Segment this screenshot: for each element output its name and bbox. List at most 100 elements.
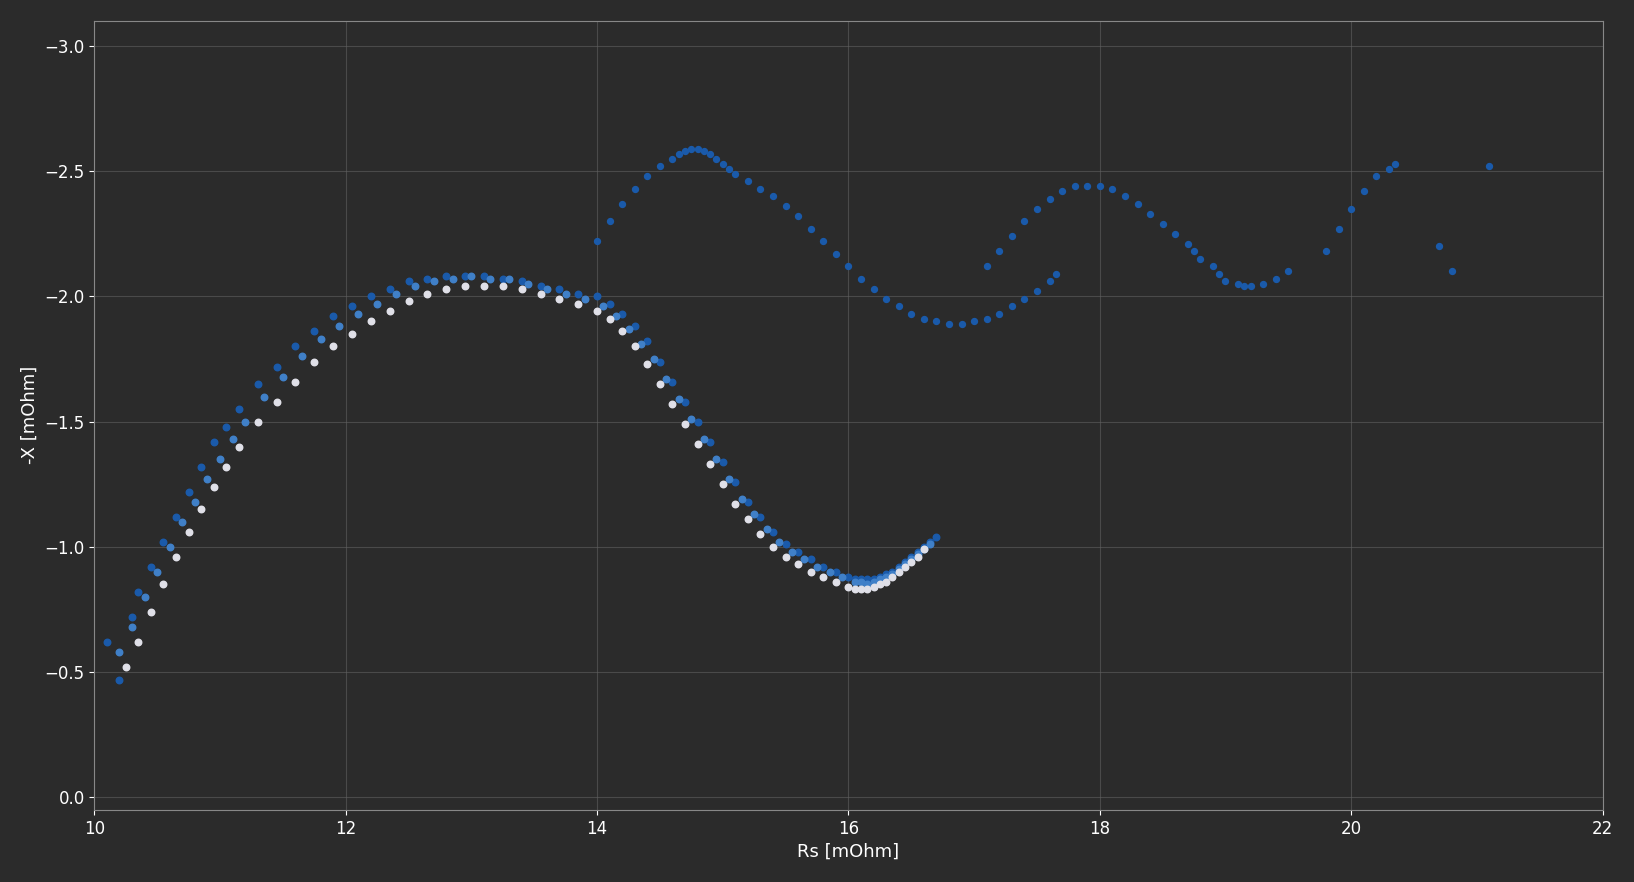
Point — [377, 282, 404, 296]
Point — [289, 349, 315, 363]
Point — [634, 169, 660, 183]
Point — [886, 299, 912, 313]
Point — [892, 555, 918, 569]
Point — [773, 537, 799, 551]
Point — [716, 472, 742, 486]
Point — [552, 287, 578, 301]
Point — [596, 297, 623, 311]
Point — [910, 542, 936, 557]
Point — [252, 390, 278, 404]
Point — [848, 572, 874, 587]
Point — [596, 214, 623, 228]
Point — [824, 564, 850, 579]
Point — [150, 534, 176, 549]
Point — [691, 144, 717, 158]
Point — [225, 439, 252, 453]
Point — [848, 575, 874, 589]
Point — [773, 549, 799, 564]
Point — [1011, 214, 1038, 228]
Point — [1188, 251, 1214, 265]
Point — [1212, 274, 1239, 288]
Point — [508, 274, 534, 288]
Point — [1477, 159, 1503, 173]
Point — [703, 452, 729, 467]
Point — [910, 312, 936, 326]
Point — [709, 454, 735, 468]
Point — [301, 355, 327, 369]
Point — [1438, 265, 1464, 279]
Point — [861, 579, 887, 594]
Point — [433, 282, 459, 296]
Point — [490, 280, 516, 294]
Point — [583, 304, 609, 318]
Point — [364, 297, 391, 311]
Point — [910, 540, 936, 554]
Point — [477, 272, 503, 286]
Point — [1162, 227, 1188, 241]
Point — [886, 564, 912, 579]
Point — [453, 280, 479, 294]
Point — [263, 360, 289, 374]
Point — [565, 287, 592, 301]
Point — [1150, 217, 1176, 231]
Point — [119, 620, 145, 634]
Point — [137, 560, 163, 574]
Point — [879, 570, 905, 584]
Point — [358, 314, 384, 328]
Point — [1111, 189, 1137, 203]
Point — [797, 221, 824, 235]
Point — [647, 355, 673, 369]
Point — [987, 244, 1013, 258]
Point — [948, 317, 974, 331]
Point — [810, 235, 837, 249]
Point — [1124, 197, 1150, 211]
Point — [665, 146, 691, 161]
Point — [175, 485, 201, 499]
Point — [810, 560, 837, 574]
Point — [784, 209, 810, 223]
Point — [1325, 221, 1351, 235]
Point — [747, 510, 773, 524]
Point — [453, 269, 479, 283]
Point — [471, 269, 497, 283]
Point — [232, 415, 258, 429]
Point — [722, 497, 748, 512]
Point — [634, 334, 660, 348]
Point — [565, 297, 592, 311]
Point — [892, 560, 918, 574]
Point — [685, 415, 711, 429]
Point — [784, 557, 810, 572]
Point — [583, 235, 609, 249]
Point — [283, 375, 309, 389]
Point — [126, 635, 152, 649]
Point — [163, 510, 190, 524]
Point — [1382, 157, 1409, 171]
Point — [899, 549, 925, 564]
Point — [528, 287, 554, 301]
Point — [660, 375, 686, 389]
Y-axis label: -X [mOhm]: -X [mOhm] — [21, 366, 39, 465]
Point — [163, 549, 190, 564]
Point — [861, 282, 887, 296]
Point — [861, 575, 887, 589]
Point — [685, 141, 711, 155]
Point — [842, 572, 868, 587]
Point — [1087, 179, 1113, 193]
Point — [672, 417, 698, 431]
Point — [621, 319, 647, 333]
Point — [905, 545, 931, 559]
Point — [998, 299, 1025, 313]
Point — [1250, 277, 1276, 291]
Point — [873, 567, 899, 581]
Point — [879, 564, 905, 579]
Point — [735, 495, 761, 509]
Point — [194, 472, 221, 486]
Point — [1206, 266, 1232, 280]
Point — [824, 247, 850, 261]
Point — [1100, 182, 1126, 196]
Point — [1226, 277, 1252, 291]
Point — [402, 280, 428, 294]
Point — [245, 415, 271, 429]
Point — [508, 282, 534, 296]
Point — [698, 457, 724, 471]
